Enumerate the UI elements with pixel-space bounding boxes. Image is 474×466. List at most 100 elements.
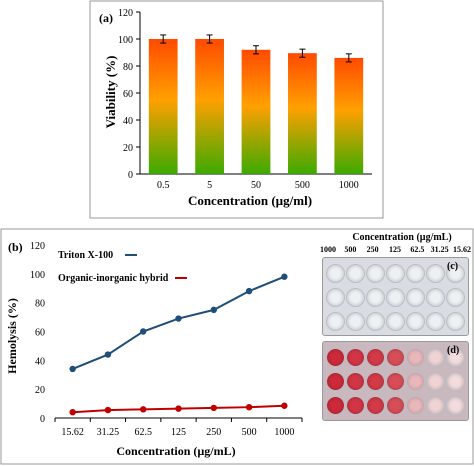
series-point <box>69 365 76 373</box>
series-point <box>140 406 147 413</box>
plate-column-label: 500 <box>344 245 356 254</box>
plate-well <box>406 372 425 391</box>
viability-bar <box>334 57 364 174</box>
panel-a-x-tick-label: 1000 <box>339 180 359 191</box>
plate-well <box>346 312 365 331</box>
plate-image-triton <box>322 257 469 336</box>
panel-b-y-tick-label: 100 <box>30 270 45 281</box>
plate-well <box>406 348 425 367</box>
plate-well <box>326 312 345 331</box>
plate-well <box>426 348 445 367</box>
panel-a-y-tick-label: 120 <box>118 8 133 19</box>
plate-well <box>406 288 425 307</box>
legend-label: Triton X-100 <box>58 250 113 261</box>
plate-well <box>386 288 405 307</box>
plate-well <box>406 396 425 415</box>
plate-well <box>386 372 405 391</box>
plate-title: Concentration (µg/mL) <box>352 232 451 243</box>
plate-well <box>426 264 445 283</box>
panel-b-x-tick-label: 31.25 <box>97 427 120 438</box>
panel-b-x-tick-label: 125 <box>171 427 186 438</box>
plate-d-label: (d) <box>447 345 460 356</box>
plate-well <box>346 372 365 391</box>
viability-bar-chart: 0 20 40 60 80 100 120 0.5 5 50 500 1000 <box>118 8 372 191</box>
plate-column-label: 250 <box>367 245 379 254</box>
panel-b-y-tick-label: 0 <box>40 414 45 425</box>
viability-bar <box>288 53 317 174</box>
plate-column-label: 1000 <box>320 245 336 254</box>
plate-column-label: 62.5 <box>410 245 424 254</box>
panel-a-y-tick-label: 100 <box>118 35 133 46</box>
panel-a-frame <box>89 0 384 219</box>
legend-label: Organic-inorganic hybrid <box>58 273 169 284</box>
plate-well <box>446 264 465 283</box>
series-point <box>210 404 217 412</box>
panel-a-x-tick-label: 500 <box>295 180 310 191</box>
plate-well <box>366 288 385 307</box>
series-point <box>281 402 288 409</box>
series-point <box>281 273 288 280</box>
plate-well <box>446 288 465 307</box>
plate-well <box>446 348 465 367</box>
plate-well <box>346 288 365 307</box>
plate-well <box>326 288 345 307</box>
plate-well <box>326 264 345 283</box>
plate-well <box>386 348 405 367</box>
plate-well <box>346 348 365 367</box>
plate-column-labels: 1000 500 250 125 62.5 31.25 15.62 <box>320 245 471 254</box>
viability-bar <box>148 39 178 174</box>
panel-b-x-tick-label: 1000 <box>274 427 294 438</box>
panel-b-y-axis-title: Hemolysis (%) <box>5 298 19 374</box>
plate-well <box>326 372 345 391</box>
plate-well <box>446 396 465 415</box>
panel-b-x-tick-label: 15.62 <box>61 427 84 438</box>
series-point <box>140 328 147 335</box>
viability-bar <box>241 49 271 174</box>
panel-a-x-axis-title: Concentration (µg/ml) <box>188 193 312 208</box>
panel-b-x-tick-label: 250 <box>206 427 221 438</box>
panel-a-y-tick-label: 80 <box>123 62 133 73</box>
panel-b-x-axis-title: Concentration (µg/mL) <box>116 444 235 458</box>
panel-b-y-tick-label: 20 <box>35 385 45 396</box>
panel-a-y-tick-label: 60 <box>123 89 133 100</box>
panel-b-y-tick-label: 40 <box>35 356 45 367</box>
plate-c-label: (c) <box>447 261 459 272</box>
plate-well <box>366 396 385 415</box>
panel-a-x-tick-label: 5 <box>207 180 212 191</box>
series-point <box>245 287 253 295</box>
plate-well <box>346 264 365 283</box>
plate-well <box>446 312 465 331</box>
series-point <box>104 351 112 358</box>
panel-b-y-tick-label: 80 <box>35 299 45 310</box>
plate-well <box>326 348 345 367</box>
plate-well <box>406 312 425 331</box>
plate-well <box>386 312 405 331</box>
panel-b-y-tick-label: 60 <box>35 328 45 339</box>
plate-well <box>346 396 365 415</box>
plate-well <box>426 288 445 307</box>
panel-a-y-tick-label: 0 <box>128 170 133 181</box>
panel-a-y-axis-title: Viability (%) <box>103 56 118 129</box>
panel-b-y-tick-label: 120 <box>30 241 45 252</box>
series-point <box>175 315 182 322</box>
panel-a-y-tick-label: 40 <box>123 116 133 127</box>
panel-a-y-tick-label: 20 <box>123 143 133 154</box>
plate-well <box>366 264 385 283</box>
plate-well <box>446 372 465 391</box>
panel-b-x-tick-label: 62.5 <box>134 427 152 438</box>
plate-well <box>366 312 385 331</box>
plate-well <box>386 264 405 283</box>
series-point <box>104 406 112 414</box>
plate-well <box>406 264 425 283</box>
panel-b-x-tick-label: 500 <box>242 427 257 438</box>
plate-well <box>426 372 445 391</box>
viability-bar <box>195 39 224 174</box>
series-point <box>69 409 76 416</box>
plate-image-hybrid <box>322 341 469 421</box>
series-point <box>210 306 217 314</box>
hemolysis-line-chart: 0 20 40 60 80 100 120 15.62 31.25 62.5 125 250 500 10… <box>30 241 303 438</box>
plate-column-label: 125 <box>389 245 401 254</box>
plate-well <box>386 396 405 415</box>
plate-column-label: 15.62 <box>453 245 471 254</box>
series-point <box>175 405 182 412</box>
